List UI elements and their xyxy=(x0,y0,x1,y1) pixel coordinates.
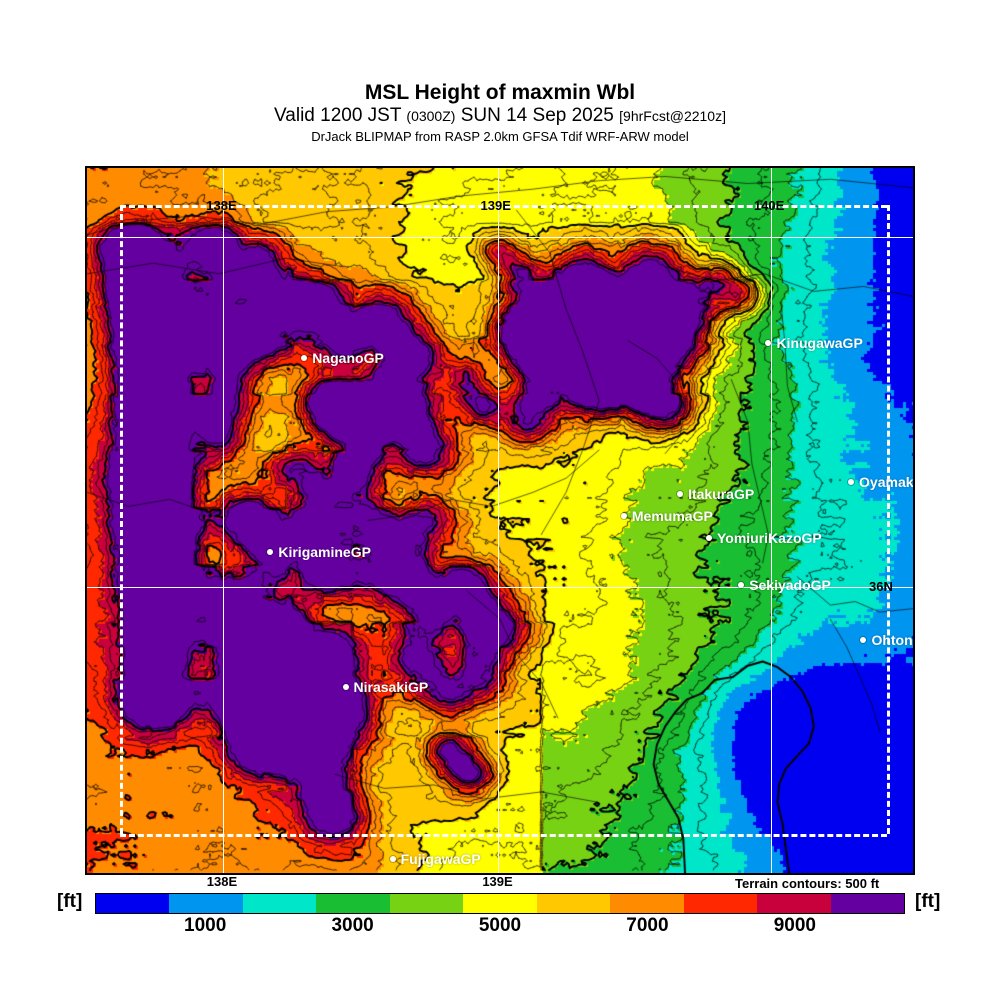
page-title: MSL Height of maxmin Wbl xyxy=(364,81,636,104)
colorbar-swatch-7 xyxy=(610,894,684,913)
bottom-lon-label-139E: 139E xyxy=(482,874,513,889)
colorbar-swatch-6 xyxy=(536,894,611,913)
colorbar-swatch-8 xyxy=(683,894,758,913)
colorbar-tick-7000: 7000 xyxy=(626,915,669,936)
model-source: DrJack BLIPMAP from RASP 2.0km GFSA Tdif… xyxy=(311,129,689,144)
colorbar-tick-3000: 3000 xyxy=(331,915,374,936)
forecast-tag: [9hrFcst@2210z] xyxy=(619,108,726,124)
terrain-heatmap xyxy=(87,168,913,873)
valid-date: SUN 14 Sep 2025 xyxy=(460,105,614,126)
colorbar-tick-9000: 9000 xyxy=(773,915,816,936)
bottom-lon-label-138E: 138E xyxy=(206,874,238,889)
colorbar-swatch-10 xyxy=(830,894,904,913)
valid-utc: (0300Z) xyxy=(406,108,456,124)
colorbar-unit-left: [ft] xyxy=(57,891,83,912)
terrain-contour-note: Terrain contours: 500 ft xyxy=(735,876,880,891)
colorbar[interactable] xyxy=(95,893,905,914)
colorbar-swatch-9 xyxy=(757,894,831,913)
colorbar-swatch-3 xyxy=(316,894,390,913)
colorbar-swatch-4 xyxy=(389,894,464,913)
colorbar-swatch-0 xyxy=(96,894,170,913)
colorbar-tick-5000: 5000 xyxy=(478,915,522,936)
colorbar-tick-1000: 1000 xyxy=(184,915,227,936)
colorbar-unit-right: [ft] xyxy=(915,891,941,912)
colorbar-swatch-2 xyxy=(242,894,317,913)
colorbar-wrap: [ft] [ft] 1000 3000 5000 7000 9000 xyxy=(0,891,1000,936)
title-block: MSL Height of maxmin Wbl Valid 1200 JST … xyxy=(0,82,1000,146)
map-frame[interactable]: 138E139E140E37N36N36NNaganoGPKirigamineG… xyxy=(85,166,915,875)
colorbar-swatch-5 xyxy=(463,894,537,913)
colorbar-swatch-1 xyxy=(169,894,243,913)
valid-prefix: Valid 1200 JST xyxy=(274,105,402,126)
valid-line: Valid 1200 JST (0300Z) SUN 14 Sep 2025 [… xyxy=(0,104,1000,128)
